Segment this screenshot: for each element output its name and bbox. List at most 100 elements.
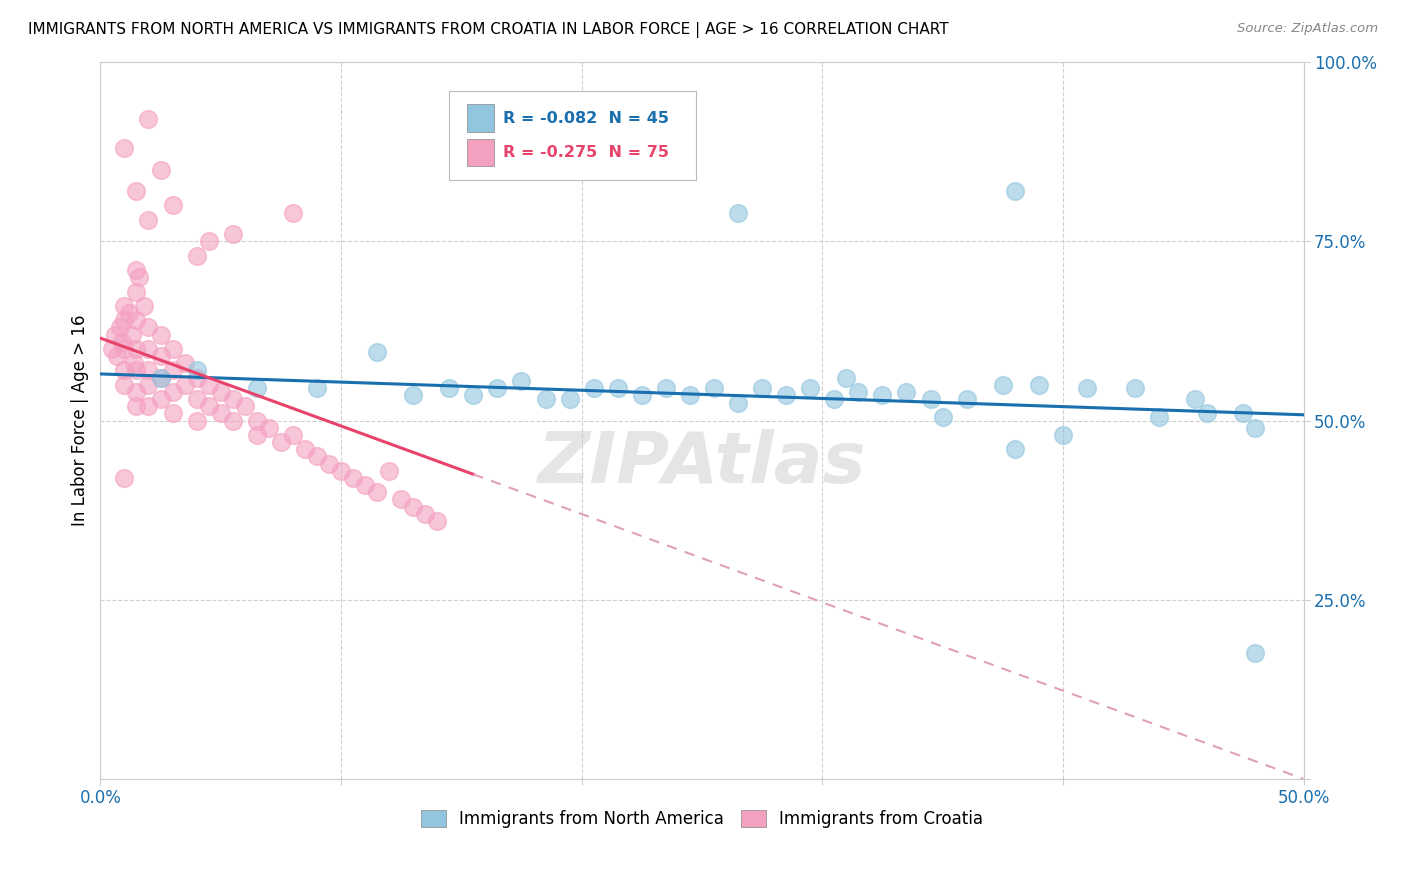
Point <box>823 392 845 406</box>
Point <box>931 409 953 424</box>
Legend: Immigrants from North America, Immigrants from Croatia: Immigrants from North America, Immigrant… <box>415 804 990 835</box>
Point <box>318 457 340 471</box>
Text: R = -0.275  N = 75: R = -0.275 N = 75 <box>503 145 669 160</box>
Point <box>112 299 135 313</box>
Point <box>630 388 652 402</box>
Point <box>366 485 388 500</box>
Point <box>209 384 232 399</box>
Point <box>197 399 219 413</box>
Point <box>920 392 942 406</box>
Point <box>1197 406 1219 420</box>
Point <box>125 285 148 299</box>
Point <box>727 395 749 409</box>
Point <box>727 205 749 219</box>
Point <box>619 148 641 162</box>
Point <box>118 306 141 320</box>
Point <box>1004 184 1026 198</box>
Point <box>305 450 328 464</box>
Point <box>111 334 134 349</box>
Point <box>1147 409 1170 424</box>
Point <box>775 388 797 402</box>
Point <box>149 370 172 384</box>
Point <box>294 442 316 457</box>
Point <box>173 377 195 392</box>
Point <box>799 381 821 395</box>
Point <box>125 313 148 327</box>
Point <box>655 381 678 395</box>
Point <box>679 388 702 402</box>
Point <box>354 478 377 492</box>
Text: Source: ZipAtlas.com: Source: ZipAtlas.com <box>1237 22 1378 36</box>
Point <box>108 320 131 334</box>
Text: IMMIGRANTS FROM NORTH AMERICA VS IMMIGRANTS FROM CROATIA IN LABOR FORCE | AGE > : IMMIGRANTS FROM NORTH AMERICA VS IMMIGRA… <box>28 22 949 38</box>
Point <box>1232 406 1254 420</box>
Point <box>149 392 172 406</box>
Point <box>125 399 148 413</box>
Point <box>104 327 127 342</box>
FancyBboxPatch shape <box>450 91 696 180</box>
Point <box>149 370 172 384</box>
Point <box>402 500 425 514</box>
Point <box>1004 442 1026 457</box>
Point <box>582 381 605 395</box>
Point <box>112 377 135 392</box>
Point <box>121 327 143 342</box>
Point <box>186 363 208 377</box>
Point <box>125 384 148 399</box>
Point <box>366 345 388 359</box>
Point <box>872 388 894 402</box>
Text: R = -0.082  N = 45: R = -0.082 N = 45 <box>503 111 669 126</box>
Point <box>112 471 135 485</box>
Point <box>125 363 148 377</box>
Point <box>222 227 245 242</box>
Point <box>1184 392 1206 406</box>
Point <box>112 313 135 327</box>
Point <box>122 356 145 370</box>
Point <box>149 162 172 177</box>
Point <box>305 381 328 395</box>
Point <box>186 370 208 384</box>
Point <box>835 370 858 384</box>
Point <box>1123 381 1146 395</box>
Point <box>330 464 353 478</box>
Point <box>138 112 160 127</box>
Point <box>342 471 364 485</box>
Point <box>125 263 148 277</box>
Point <box>846 384 869 399</box>
Point <box>112 342 135 356</box>
Point <box>558 392 581 406</box>
Point <box>463 388 485 402</box>
Point <box>233 399 256 413</box>
Point <box>751 381 773 395</box>
Point <box>426 514 449 528</box>
Point <box>173 356 195 370</box>
Point <box>413 507 436 521</box>
Point <box>138 363 160 377</box>
Point <box>246 428 269 442</box>
Point <box>510 374 533 388</box>
Point <box>1076 381 1098 395</box>
Point <box>125 184 148 198</box>
Point <box>270 435 292 450</box>
Point <box>149 349 172 363</box>
Point <box>257 420 280 434</box>
Point <box>486 381 509 395</box>
Point <box>197 377 219 392</box>
Point <box>138 320 160 334</box>
Bar <box>467 139 494 166</box>
Point <box>101 342 124 356</box>
Point <box>138 377 160 392</box>
Point <box>112 141 135 155</box>
Y-axis label: In Labor Force | Age > 16: In Labor Force | Age > 16 <box>72 315 89 526</box>
Point <box>281 428 304 442</box>
Point <box>246 381 269 395</box>
Point <box>138 342 160 356</box>
Point <box>186 392 208 406</box>
Point <box>162 406 184 420</box>
Point <box>186 249 208 263</box>
Point <box>222 413 245 427</box>
Point <box>991 377 1014 392</box>
Point <box>896 384 918 399</box>
Point <box>162 384 184 399</box>
Point <box>138 399 160 413</box>
